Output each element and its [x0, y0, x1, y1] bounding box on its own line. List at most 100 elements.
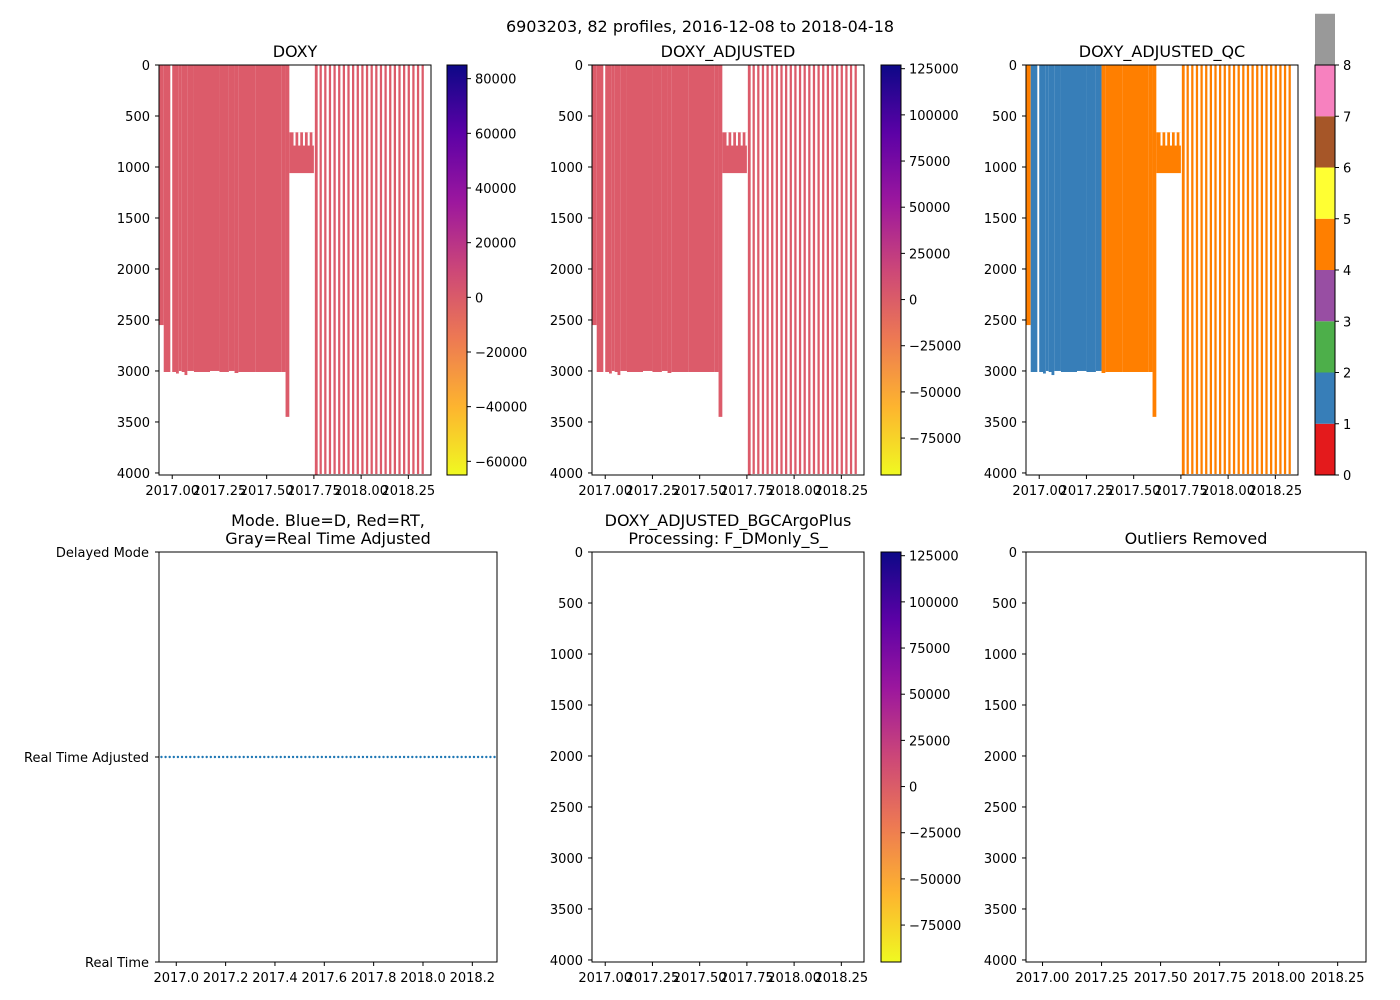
mode-point [328, 755, 332, 759]
mode-point [238, 755, 241, 759]
colorbar-tick-label: 5 [1343, 213, 1351, 228]
mode-point [365, 755, 369, 759]
panel-doxy-adjusted: DOXY_ADJUSTED 2017.002017.252017.502017.7… [550, 42, 961, 499]
y-tick-label: 3500 [117, 416, 150, 431]
shallow-profile-gap [312, 132, 315, 146]
profile-column [1051, 65, 1055, 376]
profile-column [255, 65, 282, 372]
mode-point [217, 755, 221, 759]
colorbar-gradient [447, 65, 467, 475]
colorbar-segment [1315, 218, 1335, 270]
mode-point [374, 755, 377, 759]
mode-point [411, 755, 414, 759]
mode-point [349, 755, 352, 759]
mode-point [308, 755, 311, 759]
x-tick-label: 2017.25 [193, 484, 247, 499]
mode-point [267, 755, 270, 759]
shallow-profile-gap [1165, 132, 1168, 146]
y-tick-label: 1000 [984, 648, 1017, 663]
mode-point [271, 755, 274, 759]
y-tick-label: 2500 [550, 801, 583, 816]
colorbar-gradient [881, 552, 901, 962]
y-tick-label: 2000 [984, 750, 1017, 765]
figure-suptitle: 6903203, 82 profiles, 2016-12-08 to 2018… [506, 17, 894, 36]
x-tick-label: 2018.25 [381, 484, 435, 499]
mode-point [390, 755, 393, 759]
mode-point [250, 755, 254, 759]
y-tick-label: 0 [575, 59, 583, 74]
y-tick-label: 500 [992, 597, 1017, 612]
profile-column [667, 65, 672, 374]
deep-profile [1186, 65, 1189, 474]
axes-frame [158, 551, 498, 963]
x-tick-label: 2018.0 [400, 971, 446, 986]
y-tick-label: 3000 [984, 365, 1017, 380]
mode-point [283, 755, 287, 759]
profile-column [181, 65, 185, 372]
deep-profile [1195, 65, 1199, 474]
mode-point [258, 755, 262, 759]
profile-column [1077, 65, 1087, 371]
mode-point [246, 755, 250, 759]
colorbar-tick-label: 8 [1343, 59, 1351, 74]
mode-point [423, 755, 426, 759]
axes-frame [1025, 551, 1367, 963]
mode-point [176, 755, 180, 759]
x-tick-label: 2018.00 [334, 484, 388, 499]
x-tick-label: 2018.00 [767, 971, 821, 986]
mode-point [394, 755, 398, 759]
deep-profile [817, 65, 820, 474]
y-tick-label: Delayed Mode [56, 546, 149, 561]
deep-profile [757, 65, 760, 474]
deep-profile [822, 65, 825, 474]
shallow-profile-gap [1160, 132, 1163, 146]
y-tick-label: 4000 [984, 467, 1017, 482]
colorbar-tick-label: −75000 [909, 432, 961, 447]
mode-point [353, 755, 356, 759]
mode-point [427, 755, 430, 759]
mode-point [304, 755, 307, 759]
mode-point [189, 755, 192, 759]
x-tick-label: 2017.75 [287, 484, 341, 499]
deep-profile [812, 65, 816, 474]
y-tick-label: 0 [575, 546, 583, 561]
deep-profile [328, 65, 332, 474]
mode-point [476, 755, 480, 759]
deep-profile [849, 65, 853, 474]
mode-point [386, 755, 389, 759]
panel-doxy: DOXY2017.002017.252017.502017.752018.002… [117, 42, 527, 499]
colorbar-tick-label: 20000 [475, 237, 516, 252]
y-tick-label: 4000 [550, 467, 583, 482]
profile-column [219, 65, 229, 372]
profile-column [652, 65, 662, 372]
mode-point [320, 755, 324, 759]
y-tick-label: 3500 [550, 416, 583, 431]
colorbar-tick-label: 100000 [909, 109, 959, 124]
mode-point [361, 755, 365, 759]
deep-profile [1232, 65, 1236, 474]
profile-column [1030, 65, 1038, 372]
mode-point [415, 755, 418, 759]
panel-title: Processing: F_DMonly_S_ [628, 529, 828, 549]
mode-point [345, 755, 348, 759]
colorbar-tick-label: −60000 [475, 455, 527, 470]
y-tick-label: 1500 [984, 212, 1017, 227]
mode-point [184, 755, 188, 759]
deep-profile [1251, 65, 1254, 474]
mode-point [300, 755, 303, 759]
deep-profile [840, 65, 843, 474]
profile-column [661, 65, 668, 371]
colorbar-segment [1315, 13, 1335, 65]
profile-column [163, 65, 171, 372]
y-tick-label: 3000 [984, 852, 1017, 867]
shallow-profile-gap [1169, 132, 1172, 146]
deep-profile [1237, 65, 1240, 474]
mode-point [209, 755, 213, 759]
deep-profile [785, 65, 788, 474]
y-tick-label: 3000 [550, 365, 583, 380]
colorbar-segment [1315, 116, 1335, 168]
colorbar-segment [1315, 321, 1335, 373]
mode-point [172, 755, 176, 759]
